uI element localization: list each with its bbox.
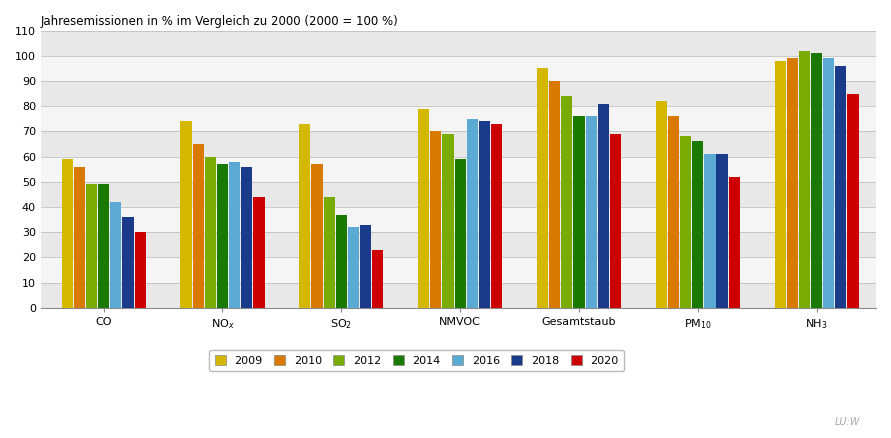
Bar <box>561 96 572 308</box>
Bar <box>41 157 876 182</box>
Bar <box>656 101 666 308</box>
Bar <box>336 215 347 308</box>
Text: LU:W: LU:W <box>835 417 860 427</box>
Bar <box>491 124 503 308</box>
Bar <box>609 134 621 308</box>
Bar <box>192 144 204 308</box>
Bar <box>704 154 715 308</box>
Bar <box>180 121 192 308</box>
Bar <box>135 232 146 308</box>
Bar <box>680 137 691 308</box>
Bar <box>774 61 786 308</box>
Bar <box>811 53 822 308</box>
Bar <box>347 227 359 308</box>
Bar <box>41 207 876 232</box>
Bar <box>799 51 810 308</box>
Bar <box>41 182 876 207</box>
Bar <box>61 159 73 308</box>
Bar <box>98 184 110 308</box>
Bar <box>478 121 490 308</box>
Bar <box>253 197 265 308</box>
Bar <box>692 141 703 308</box>
Bar <box>835 66 846 308</box>
Bar <box>41 81 876 106</box>
Bar <box>372 250 383 308</box>
Bar <box>299 124 310 308</box>
Bar <box>787 58 797 308</box>
Bar <box>41 31 876 56</box>
Bar <box>598 104 609 308</box>
Bar <box>418 109 429 308</box>
Bar <box>41 106 876 131</box>
Bar <box>729 177 740 308</box>
Bar <box>86 184 97 308</box>
Bar <box>41 56 876 81</box>
Bar <box>217 164 228 308</box>
Legend: 2009, 2010, 2012, 2014, 2016, 2018, 2020: 2009, 2010, 2012, 2014, 2016, 2018, 2020 <box>209 350 625 371</box>
Bar <box>442 134 454 308</box>
Bar <box>229 162 241 308</box>
Bar <box>467 119 478 308</box>
Bar <box>41 283 876 308</box>
Bar <box>537 68 548 308</box>
Bar <box>323 197 335 308</box>
Bar <box>205 157 216 308</box>
Bar <box>668 116 679 308</box>
Bar <box>241 167 252 308</box>
Bar <box>454 159 466 308</box>
Bar <box>716 154 728 308</box>
Bar <box>549 81 560 308</box>
Bar <box>360 225 372 308</box>
Bar <box>847 94 859 308</box>
Text: Jahresemissionen in % im Vergleich zu 2000 (2000 = 100 %): Jahresemissionen in % im Vergleich zu 20… <box>41 15 398 28</box>
Bar <box>110 202 121 308</box>
Bar <box>823 58 834 308</box>
Bar <box>430 131 441 308</box>
Bar <box>41 131 876 157</box>
Bar <box>74 167 85 308</box>
Bar <box>573 116 584 308</box>
Bar <box>41 258 876 283</box>
Bar <box>311 164 323 308</box>
Bar <box>41 232 876 258</box>
Bar <box>585 116 597 308</box>
Bar <box>122 217 134 308</box>
